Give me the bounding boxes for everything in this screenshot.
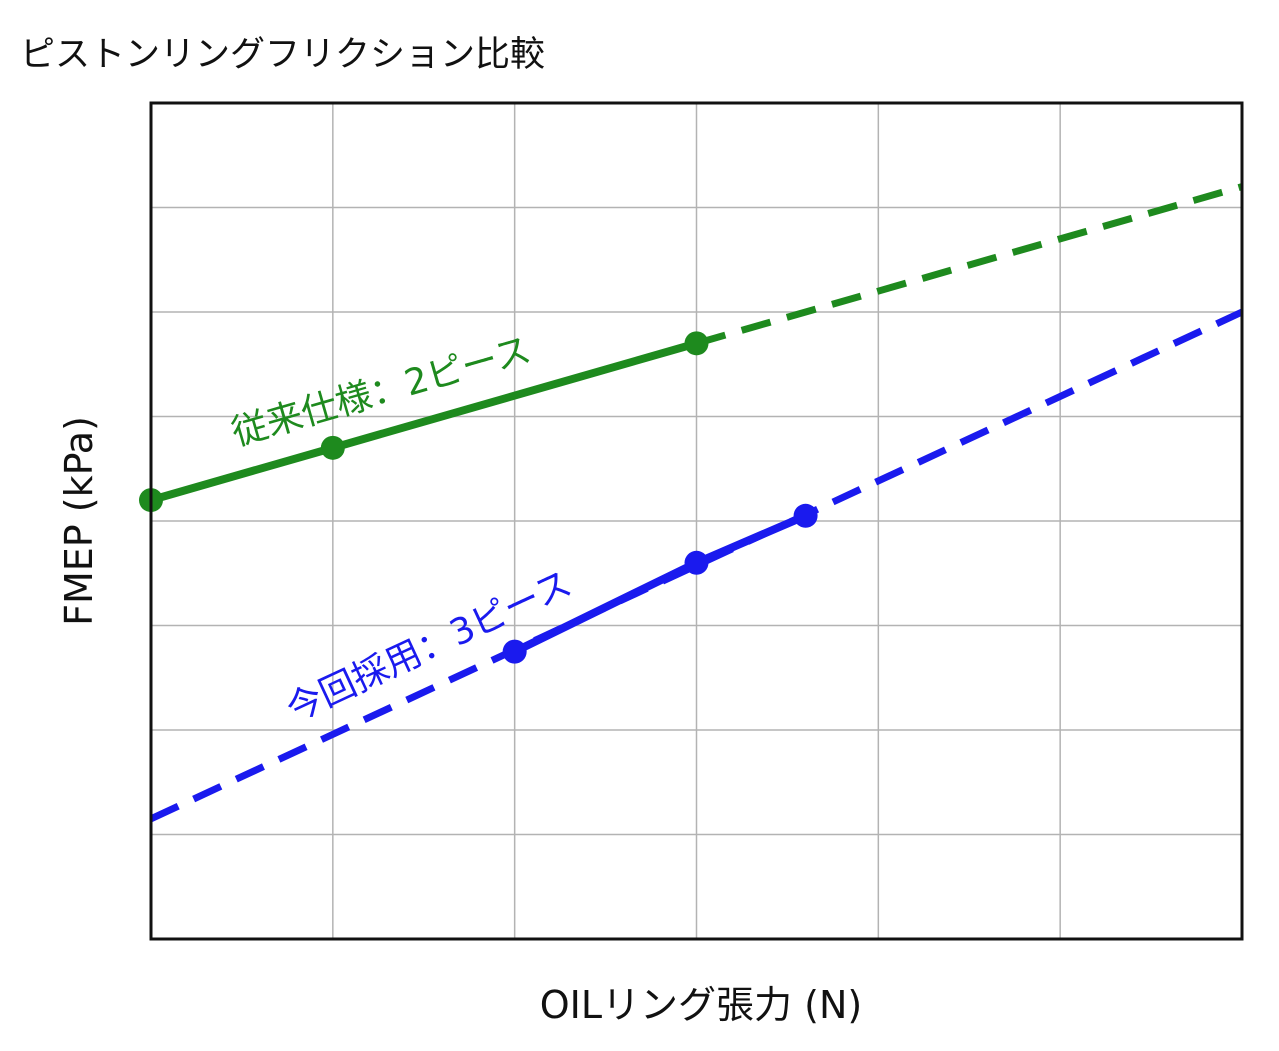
data-points xyxy=(139,331,818,664)
x-axis-label: OILリング張力 (N) xyxy=(540,983,862,1027)
chart-title: ピストンリングフリクション比較 xyxy=(20,35,545,75)
data-point-conventional xyxy=(320,435,345,460)
data-point-adopted xyxy=(793,503,818,528)
plot-frame xyxy=(149,101,1244,941)
data-point-adopted xyxy=(502,639,527,664)
data-point-adopted xyxy=(684,550,709,575)
data-point-conventional xyxy=(684,331,709,356)
trend-lines xyxy=(149,183,1244,822)
trend-line-conventional xyxy=(695,183,1243,347)
y-axis-label: FMEP (kPa) xyxy=(57,416,101,626)
grid xyxy=(151,103,1242,939)
trend-line-adopted xyxy=(149,308,1244,822)
